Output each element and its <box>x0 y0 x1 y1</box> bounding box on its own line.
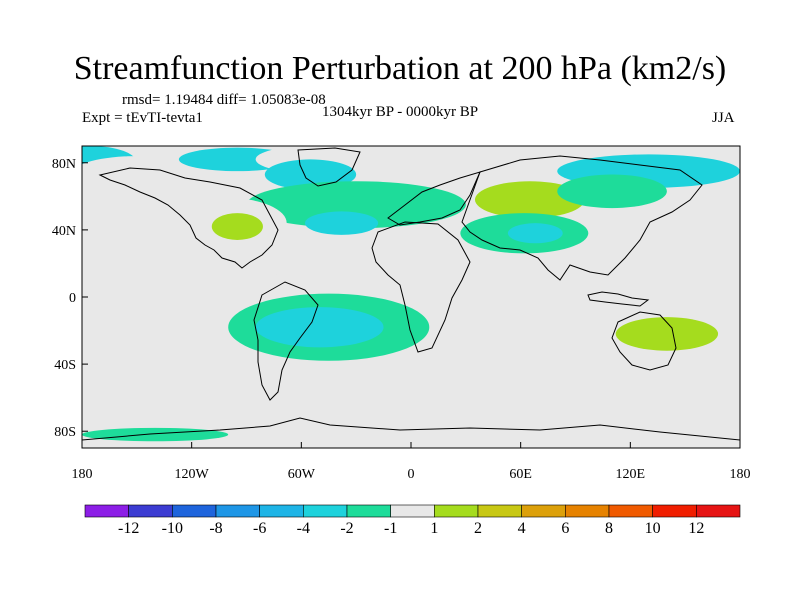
coastline-south-america <box>253 281 319 401</box>
colorbar-box <box>608 504 653 518</box>
region-eurasia-high-core <box>474 181 585 219</box>
x-tick-label: 180 <box>72 467 93 482</box>
region-north-america-high <box>82 156 201 190</box>
y-tick-label: 0 <box>69 291 76 306</box>
colorbar-box <box>565 504 610 518</box>
colorbar-label: -1 <box>384 520 397 537</box>
map-axes: 180 120W 60W 0 60E 120E 180 80N 40N 0 40S 80S <box>52 157 751 482</box>
coastline-africa <box>371 221 471 353</box>
colorbar-box <box>128 504 173 518</box>
y-tick-label: 80S <box>54 425 76 440</box>
colorbar-label: -6 <box>253 520 266 537</box>
region-indian-ocean-south <box>502 350 558 378</box>
region-north-pacific <box>670 209 740 237</box>
colorbar-box <box>346 504 391 518</box>
region-middle-east-low-core <box>507 223 563 244</box>
coastline-asia <box>461 155 703 281</box>
region-south-america-tip <box>272 370 295 385</box>
x-tick-label: 120E <box>616 467 646 482</box>
region-southern-ocean-east <box>602 402 640 417</box>
stats-label: rmsd= 1.19484 diff= 1.05083e-08 <box>122 92 326 108</box>
colorbar-box <box>390 504 435 518</box>
coastline-north-america <box>98 167 279 269</box>
colorbar-box <box>259 504 304 518</box>
region-east-asia-low <box>557 174 667 209</box>
colorbar-box <box>652 504 697 518</box>
colorbar-label: -8 <box>209 520 222 537</box>
region-north-pacific-east <box>666 250 704 277</box>
region-australia-high-core <box>615 317 719 351</box>
region-south-america-low-core <box>255 307 384 348</box>
season-label: JJA <box>712 110 735 126</box>
x-tick-label: 120W <box>175 467 210 482</box>
experiment-label: Expt = tEvTI-tevta1 <box>82 110 203 126</box>
region-gulf-of-mexico <box>233 261 278 282</box>
region-antarctic <box>82 427 229 442</box>
colorbar-box <box>215 504 260 518</box>
coastline-antarctica <box>82 417 740 441</box>
colorbar-label: -12 <box>118 520 139 537</box>
coastline-europe <box>387 171 481 226</box>
colorbar-box <box>477 504 522 518</box>
region-southern-ocean <box>538 374 576 388</box>
y-tick-label: 40S <box>54 358 76 373</box>
colorbar-box <box>696 504 741 518</box>
chart-title: Streamfunction Perturbation at 200 hPa (… <box>73 50 727 87</box>
coastlines <box>82 147 740 441</box>
colorbar-box <box>303 504 348 518</box>
region-south-pacific <box>82 300 201 355</box>
period-label: 1304kyr BP - 0000kyr BP <box>322 104 479 120</box>
colorbar-box <box>521 504 566 518</box>
region-south-atlantic <box>356 384 430 405</box>
region-north-america-ridge-core <box>211 213 263 240</box>
colorbar-label: 6 <box>561 520 569 537</box>
colorbar-label: 2 <box>474 520 482 537</box>
region-north-atlantic-low <box>246 181 466 229</box>
colorbar-label: -4 <box>297 520 310 537</box>
coastline-australia <box>611 311 677 371</box>
colorbar-label: 4 <box>518 520 526 537</box>
colorbar-box <box>84 504 129 518</box>
x-tick-label: 60E <box>509 467 532 482</box>
colorbar-label: 1 <box>430 520 438 537</box>
colorbar-label: -10 <box>162 520 183 537</box>
colorbar-label: 8 <box>605 520 613 537</box>
y-tick-label: 80N <box>52 157 76 172</box>
coastline-greenland <box>297 147 361 187</box>
x-tick-label: 180 <box>730 467 751 482</box>
region-atlantic-low-core <box>304 211 379 235</box>
colorbar-box <box>434 504 479 518</box>
coastline-indonesia <box>587 291 650 307</box>
region-africa-north <box>465 275 521 303</box>
colorbar-label: 10 <box>645 520 661 537</box>
x-tick-label: 60W <box>288 467 316 482</box>
colorbar-box <box>172 504 217 518</box>
colorbar-label: -2 <box>340 520 353 537</box>
colorbar: -12 -10 -8 -6 -4 -2 -1 1 2 4 6 8 10 12 <box>84 504 741 537</box>
colorbar-label: 12 <box>688 520 704 537</box>
contour-regions <box>82 146 740 442</box>
x-tick-label: 0 <box>408 467 415 482</box>
y-tick-label: 40N <box>52 224 76 239</box>
